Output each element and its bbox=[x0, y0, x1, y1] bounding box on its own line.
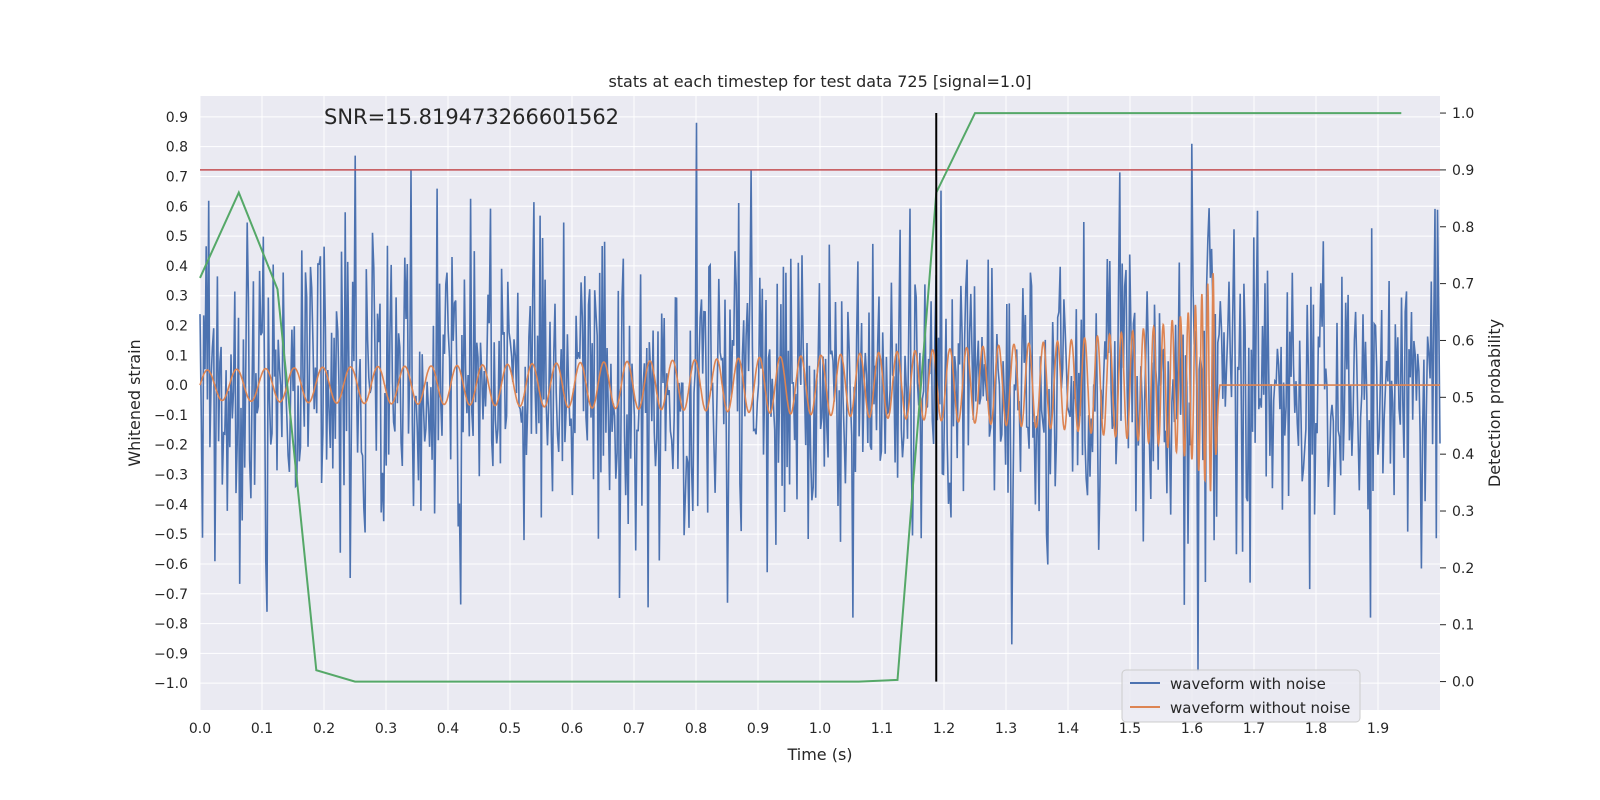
y-tick-label: 0.0 bbox=[166, 378, 188, 394]
x-tick-label: 0.7 bbox=[623, 721, 645, 737]
y-tick-label: −0.9 bbox=[154, 646, 188, 662]
y-tick-label: 0.4 bbox=[166, 259, 188, 275]
y2-tick-label: 0.0 bbox=[1452, 675, 1474, 691]
x-tick-label: 1.3 bbox=[995, 721, 1017, 737]
y2-axis-label: Detection probability bbox=[1485, 319, 1504, 487]
y-tick-label: −0.3 bbox=[154, 468, 188, 484]
x-tick-label: 1.6 bbox=[1181, 721, 1203, 737]
x-tick-label: 1.5 bbox=[1119, 721, 1141, 737]
x-tick-label: 1.2 bbox=[933, 721, 955, 737]
y2-tick-label: 0.2 bbox=[1452, 561, 1474, 577]
series-detection-probability bbox=[199, 112, 1402, 683]
x-tick-label: 1.0 bbox=[809, 721, 831, 737]
x-tick-label: 1.9 bbox=[1367, 721, 1389, 737]
x-tick-label: 0.0 bbox=[189, 721, 211, 737]
x-tick-label: 0.8 bbox=[685, 721, 707, 737]
chart-title: stats at each timestep for test data 725… bbox=[608, 72, 1031, 91]
y2-tick-label: 0.6 bbox=[1452, 333, 1474, 349]
y2-tick-label: 0.8 bbox=[1452, 220, 1474, 236]
legend-label-noisy: waveform with noise bbox=[1170, 675, 1326, 693]
y-tick-label: 0.6 bbox=[166, 199, 188, 215]
y-tick-label: −0.2 bbox=[154, 438, 188, 454]
y2-tick-label: 0.9 bbox=[1452, 163, 1474, 179]
y-tick-label: 0.5 bbox=[166, 229, 188, 245]
x-tick-label: 0.5 bbox=[499, 721, 521, 737]
series-layer bbox=[199, 112, 1441, 683]
y2-tick-label: 0.1 bbox=[1452, 618, 1474, 634]
y-tick-label: −0.4 bbox=[154, 497, 188, 513]
x-tick-label: 0.6 bbox=[561, 721, 583, 737]
x-tick-label: 0.4 bbox=[437, 721, 459, 737]
y-tick-label: 0.3 bbox=[166, 289, 188, 305]
y-tick-label: 0.2 bbox=[166, 319, 188, 335]
y-axis-label: Whitened strain bbox=[125, 339, 144, 466]
legend: waveform with noise waveform without noi… bbox=[1121, 669, 1361, 723]
x-tick-label: 1.7 bbox=[1243, 721, 1265, 737]
x-tick-label: 0.1 bbox=[251, 721, 273, 737]
legend-label-clean: waveform without noise bbox=[1170, 699, 1350, 717]
y2-axis-ticks: 1.0 0.9 0.8 0.7 0.6 0.5 0.4 0.3 0.2 0.1 0.0 bbox=[1440, 106, 1474, 691]
y-tick-label: −1.0 bbox=[154, 676, 188, 692]
y-tick-label: 0.1 bbox=[166, 348, 188, 364]
y2-tick-label: 0.7 bbox=[1452, 277, 1474, 293]
y2-tick-label: 0.3 bbox=[1452, 504, 1474, 520]
y-tick-label: 0.8 bbox=[166, 140, 188, 156]
snr-annotation: SNR=15.819473266601562 bbox=[324, 105, 619, 129]
y2-tick-label: 0.5 bbox=[1452, 390, 1474, 406]
y-tick-label: 0.9 bbox=[166, 110, 188, 126]
y-tick-label: −0.8 bbox=[154, 617, 188, 633]
y-tick-label: −0.7 bbox=[154, 587, 188, 603]
x-axis-label: Time (s) bbox=[786, 745, 852, 764]
y2-tick-label: 1.0 bbox=[1452, 106, 1474, 122]
legend-box bbox=[1121, 669, 1361, 723]
y-tick-label: −0.1 bbox=[154, 408, 188, 424]
x-axis-ticks: 0.0 0.1 0.2 0.3 0.4 0.5 0.6 0.7 0.8 0.9 1.0 1.1 1.2 1… bbox=[189, 721, 1389, 737]
y-tick-label: 0.7 bbox=[166, 169, 188, 185]
x-tick-label: 0.9 bbox=[747, 721, 769, 737]
x-tick-label: 0.2 bbox=[313, 721, 335, 737]
x-tick-label: 0.3 bbox=[375, 721, 397, 737]
y-axis-ticks: 0.9 0.8 0.7 0.6 0.5 0.4 0.3 0.2 0.1 0.0 −0.1 −0.2 −0… bbox=[154, 110, 188, 692]
y-tick-label: −0.5 bbox=[154, 527, 188, 543]
x-tick-label: 1.1 bbox=[871, 721, 893, 737]
y-tick-label: −0.6 bbox=[154, 557, 188, 573]
x-tick-label: 1.8 bbox=[1305, 721, 1327, 737]
x-tick-label: 1.4 bbox=[1057, 721, 1079, 737]
y2-tick-label: 0.4 bbox=[1452, 447, 1474, 463]
series-waveform-without-noise bbox=[199, 273, 1440, 492]
